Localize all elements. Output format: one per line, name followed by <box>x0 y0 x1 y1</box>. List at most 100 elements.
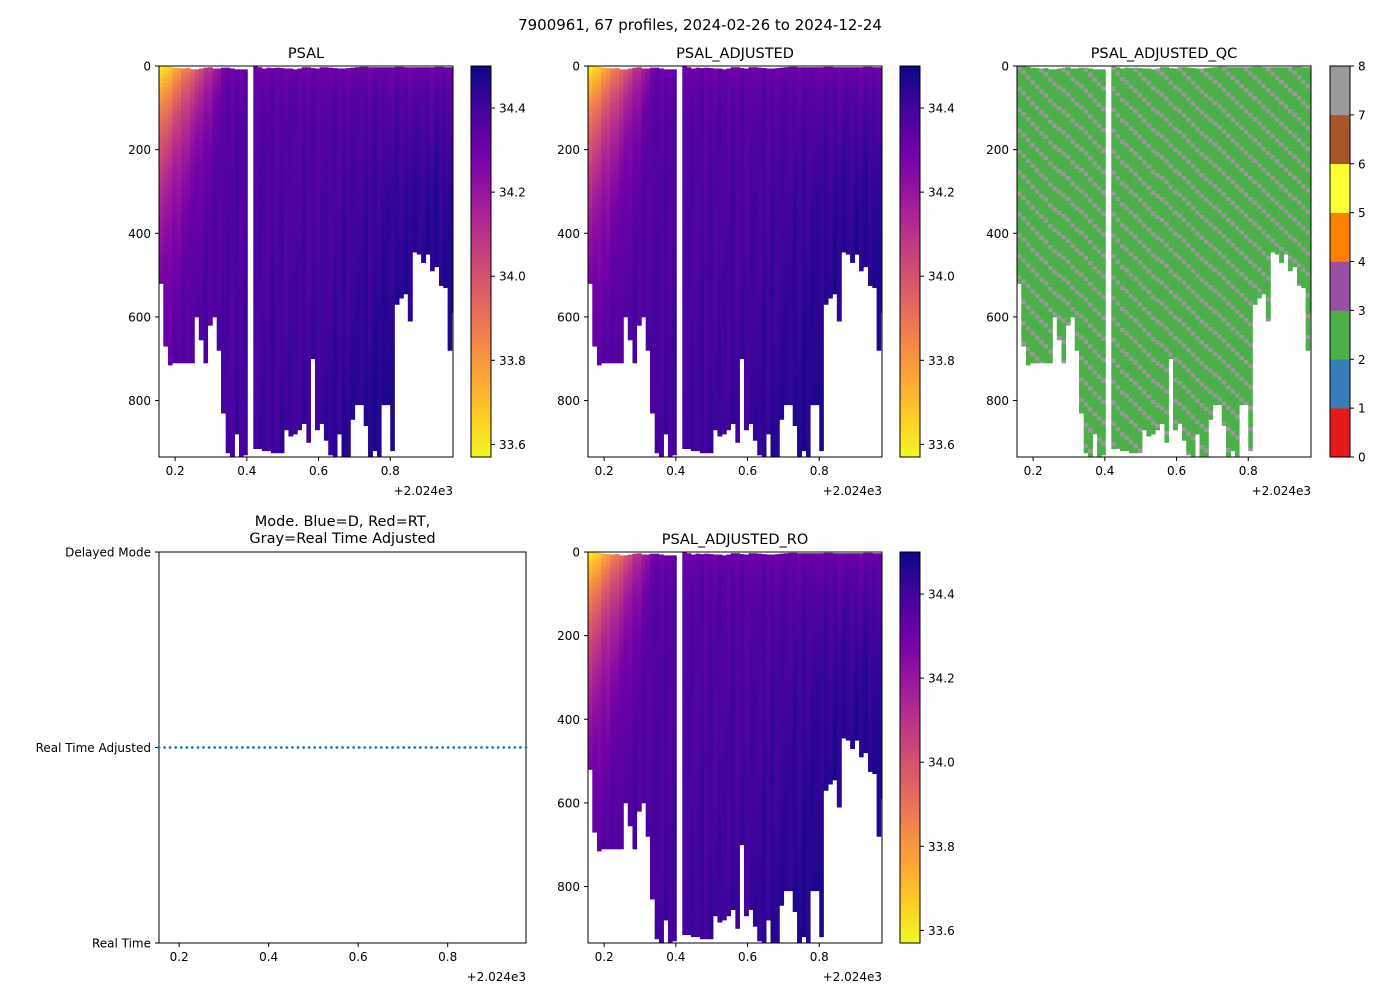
psal-cell <box>355 205 360 210</box>
psal-cell <box>390 97 395 102</box>
psal-cell <box>364 339 369 344</box>
psal-cell <box>434 150 439 155</box>
psal-cell <box>324 293 329 298</box>
psal-cell <box>399 217 404 222</box>
psal-cell <box>253 309 258 314</box>
psal-cell <box>359 180 364 185</box>
psal-cell <box>168 222 173 227</box>
psal-cell <box>271 373 276 378</box>
psal-cell <box>306 419 311 424</box>
psal-cell <box>320 251 325 256</box>
psal-cell <box>430 235 435 240</box>
psal-cell <box>262 119 267 124</box>
psal-cell <box>239 186 244 191</box>
psal-cell <box>163 313 168 318</box>
psal-cell <box>284 391 289 396</box>
psal-cell <box>350 314 355 319</box>
psal-cell <box>181 156 186 161</box>
psal-cell <box>253 242 258 247</box>
psal-cell <box>342 403 347 408</box>
psal-cell <box>172 360 177 363</box>
psal-cell <box>302 306 307 311</box>
psal-cell <box>280 407 285 412</box>
psal-cell <box>253 208 258 213</box>
psal-cell <box>364 280 369 285</box>
psal-cell <box>302 347 307 352</box>
psal-cell <box>359 322 364 327</box>
psal-cell <box>288 357 293 362</box>
psal-cell <box>258 301 263 306</box>
psal-cell <box>346 152 351 157</box>
psal-cell <box>288 169 293 174</box>
psal-cell <box>390 268 395 273</box>
psal-cell <box>159 125 164 130</box>
psal-cell <box>221 114 226 119</box>
psal-cell <box>199 219 204 224</box>
psal-cell <box>284 211 289 216</box>
psal-cell <box>275 135 280 140</box>
psal-cell <box>253 112 258 117</box>
psal-cell <box>181 102 186 107</box>
psal-cell <box>426 101 431 106</box>
psal-cell <box>163 267 168 272</box>
psal-cell <box>258 205 263 210</box>
psal-cell <box>288 290 293 295</box>
psal-cell <box>337 227 342 232</box>
psal-cell <box>275 444 280 449</box>
psal-cell <box>271 277 276 282</box>
psal-cell <box>337 232 342 237</box>
psal-cell <box>253 258 258 263</box>
psal-cell <box>337 190 342 195</box>
psal-cell <box>190 132 195 137</box>
psal-cell <box>212 244 217 249</box>
psal-cell <box>324 264 329 269</box>
psal-cell <box>267 126 272 131</box>
psal-cell <box>342 257 347 262</box>
psal-cell <box>320 310 325 315</box>
psal-cell <box>181 286 186 291</box>
psal-cell <box>253 104 258 109</box>
psal-cell <box>271 244 276 249</box>
psal-cell <box>333 319 338 324</box>
psal-cell <box>297 85 302 90</box>
psal-cell <box>408 105 413 110</box>
psal-cell <box>288 173 293 178</box>
psal-cell <box>364 247 369 252</box>
psal-cell <box>320 260 325 265</box>
psal-cell <box>364 301 369 306</box>
psal-cell <box>284 365 289 370</box>
psal-cell <box>434 242 439 247</box>
psal-cell <box>337 177 342 182</box>
psal-cell <box>243 103 248 108</box>
psal-cell <box>230 115 235 120</box>
psal-cell <box>342 102 347 107</box>
psal-cell <box>346 369 351 374</box>
psal-cell <box>253 229 258 234</box>
psal-cell <box>377 423 382 428</box>
psal-cell <box>280 440 285 445</box>
psal-cell <box>421 255 426 260</box>
psal-cell <box>448 113 453 118</box>
psal-cell <box>404 214 409 219</box>
psal-cell <box>324 301 329 306</box>
psal-cell <box>262 135 267 140</box>
psal-cell <box>359 155 364 160</box>
psal-cell <box>350 385 355 390</box>
psal-cell <box>195 199 200 204</box>
psal-cell <box>284 411 289 416</box>
psal-cell <box>271 177 276 182</box>
psal-cell <box>181 211 186 216</box>
psal-cell <box>230 248 235 253</box>
psal-cell <box>412 71 417 76</box>
psal-cell <box>230 395 235 400</box>
psal-cell <box>186 357 191 362</box>
psal-cell <box>284 261 289 266</box>
psal-cell <box>235 149 240 154</box>
psal-cell <box>337 273 342 278</box>
psal-cell <box>439 163 444 168</box>
psal-cell <box>333 168 338 173</box>
psal-cell <box>359 205 364 210</box>
psal-cell <box>293 178 298 183</box>
psal-cell <box>243 153 248 158</box>
psal-cell <box>159 108 164 113</box>
